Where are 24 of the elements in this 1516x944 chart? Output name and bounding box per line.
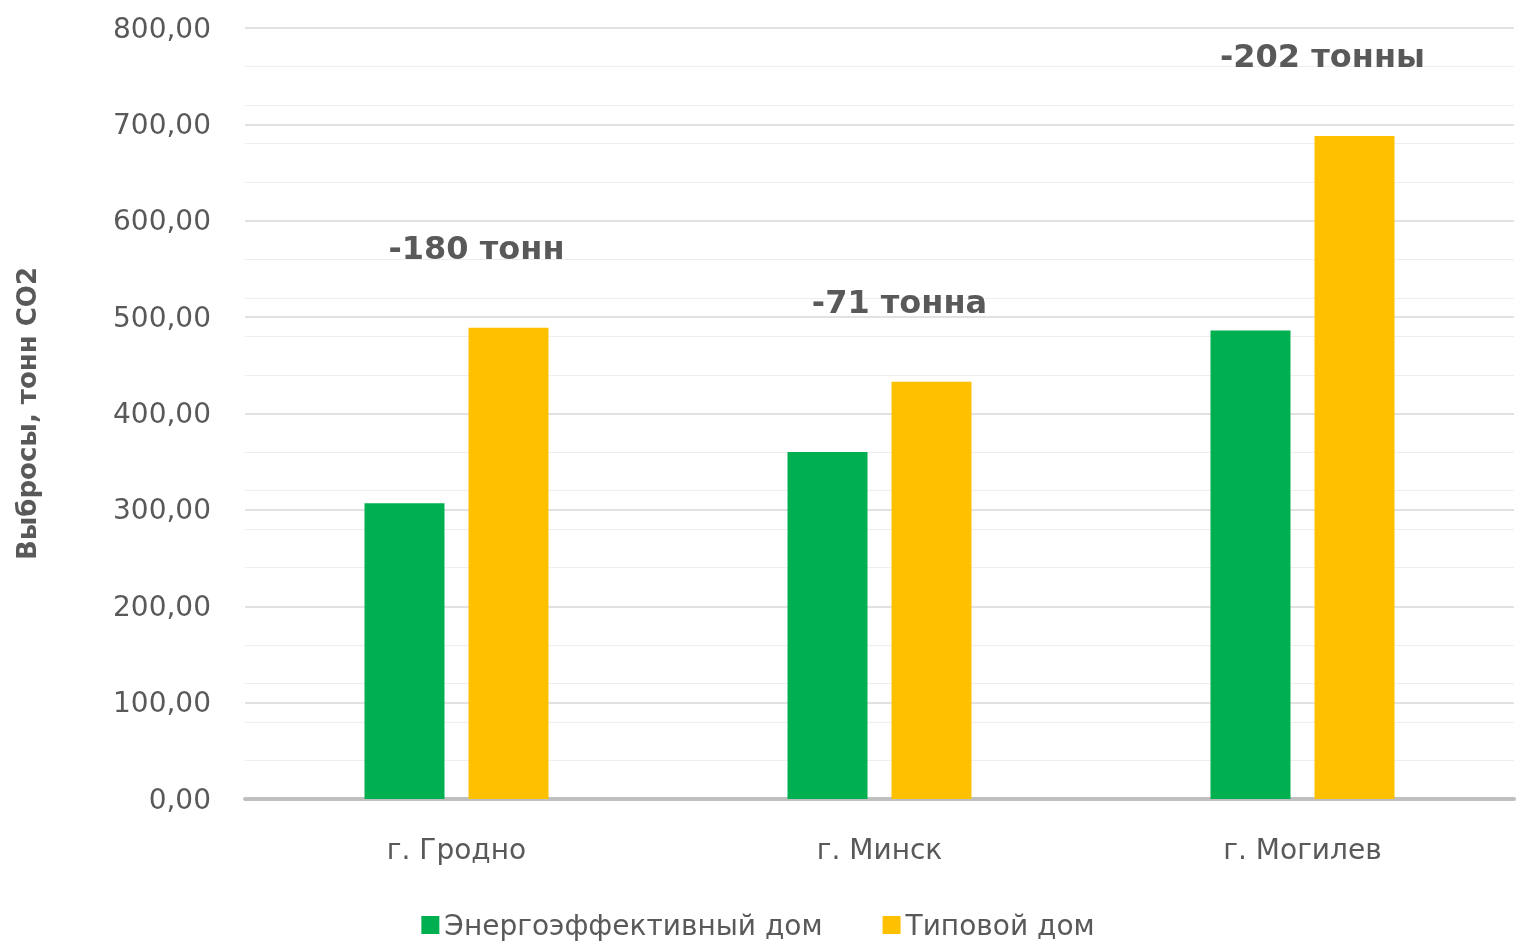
y-axis-title: Выбросы, тонн CO2 bbox=[12, 267, 42, 560]
y-tick-label: 400,00 bbox=[113, 397, 211, 430]
bar bbox=[1314, 135, 1395, 799]
legend-label: Энергоэффективный дом bbox=[444, 908, 823, 942]
x-tick-label: г. Могилев bbox=[1223, 832, 1382, 866]
x-tick-label: г. Гродно bbox=[386, 832, 527, 866]
x-tick-label: г. Минск bbox=[816, 832, 943, 866]
y-tick-label: 800,00 bbox=[113, 11, 211, 45]
y-tick-label: 500,00 bbox=[113, 300, 211, 334]
legend-label: Типовой дом bbox=[904, 908, 1095, 942]
annotation: -71 тонна bbox=[811, 282, 988, 321]
bar bbox=[468, 327, 549, 799]
y-tick-label: 0,00 bbox=[148, 782, 211, 816]
bar bbox=[787, 452, 868, 799]
y-tick-label: 600,00 bbox=[113, 204, 211, 238]
bar bbox=[364, 503, 445, 799]
annotation: -202 тонны bbox=[1220, 36, 1425, 75]
y-tick-label: 200,00 bbox=[113, 589, 211, 623]
y-tick-label: 700,00 bbox=[113, 107, 211, 141]
bar bbox=[1210, 330, 1291, 799]
y-tick-label: 300,00 bbox=[113, 493, 211, 527]
annotation: -180 тонн bbox=[388, 228, 565, 267]
bar bbox=[891, 381, 972, 799]
y-tick-label: 100,00 bbox=[113, 686, 211, 720]
